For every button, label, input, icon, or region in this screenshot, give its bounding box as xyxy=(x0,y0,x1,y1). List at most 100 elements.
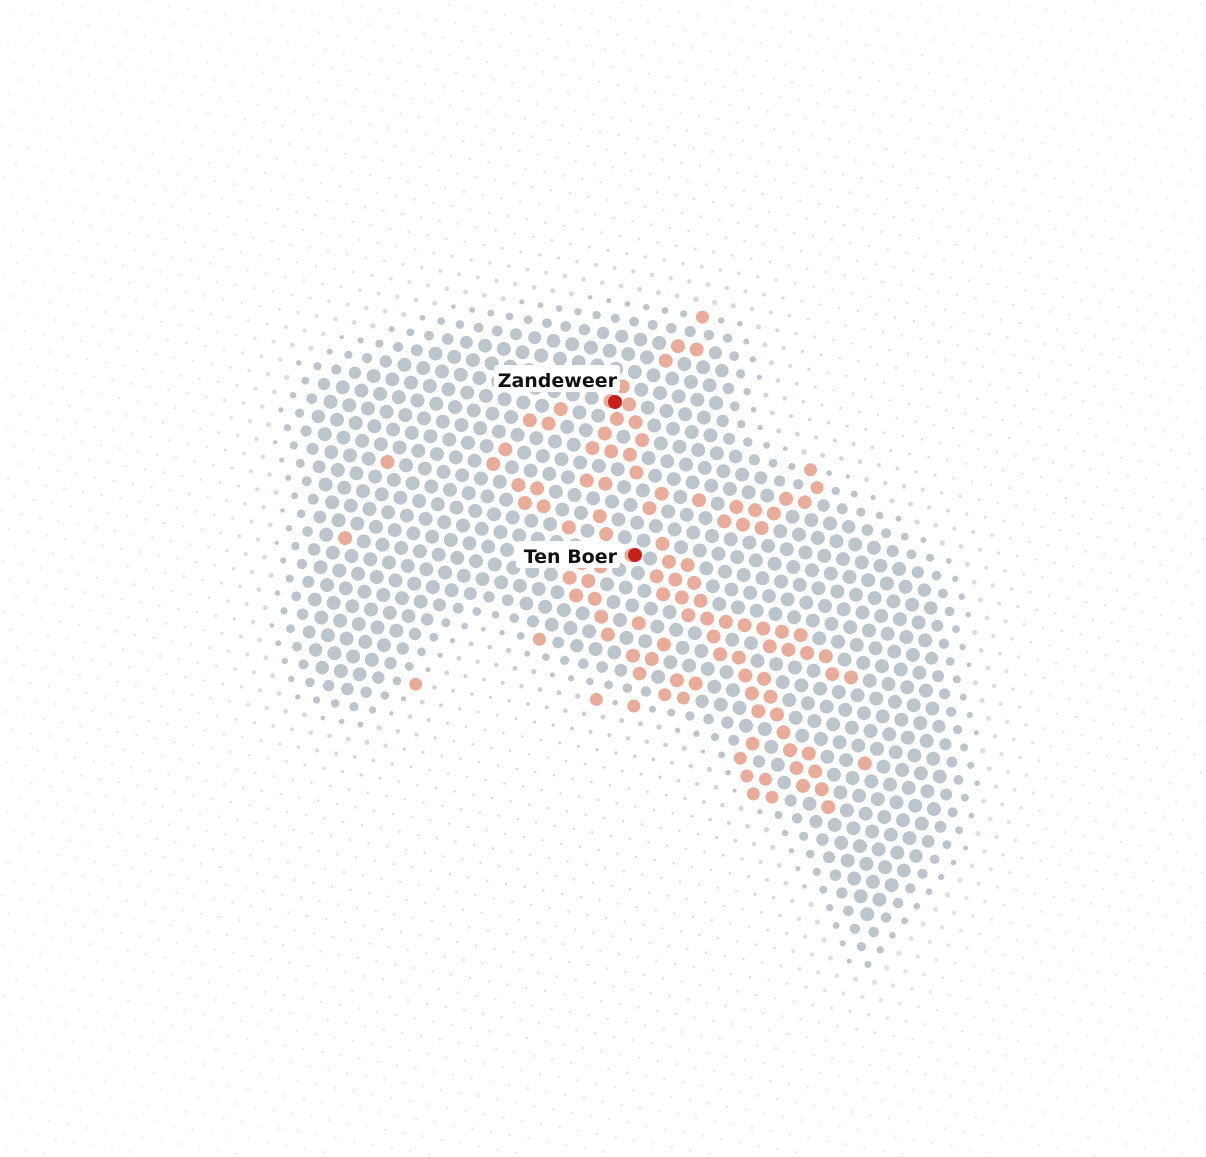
background-dot xyxy=(990,483,993,486)
region-dot xyxy=(959,693,967,701)
background-dot xyxy=(171,256,174,259)
background-dot xyxy=(770,844,776,850)
background-dot xyxy=(811,185,814,188)
background-dot xyxy=(742,139,745,142)
background-dot xyxy=(585,95,589,98)
background-dot xyxy=(887,1067,890,1070)
background-dot xyxy=(907,352,910,355)
background-dot xyxy=(561,943,565,946)
background-dot xyxy=(1085,216,1088,219)
region-dot xyxy=(643,551,658,566)
background-dot xyxy=(1176,466,1179,469)
background-dot xyxy=(787,314,792,318)
background-dot xyxy=(374,91,377,94)
background-dot xyxy=(90,659,93,662)
region-dot xyxy=(722,482,737,496)
background-dot xyxy=(152,202,155,205)
background-dot xyxy=(462,958,465,962)
background-dot xyxy=(1097,1020,1101,1024)
place-marker-zandeweer[interactable] xyxy=(608,395,622,409)
background-dot xyxy=(163,137,166,140)
background-dot xyxy=(715,17,718,20)
region-dot xyxy=(917,583,931,597)
background-dot xyxy=(302,279,305,282)
background-dot xyxy=(371,1093,374,1096)
background-dot xyxy=(1161,330,1164,333)
background-dot xyxy=(851,442,856,446)
region-dot xyxy=(653,436,668,451)
region-dot xyxy=(404,425,419,440)
background-dot xyxy=(539,1122,542,1126)
background-dot xyxy=(94,476,97,479)
background-dot xyxy=(1000,368,1003,371)
background-dot xyxy=(786,163,789,166)
background-dot xyxy=(352,270,355,274)
background-dot xyxy=(1128,575,1131,578)
background-dot xyxy=(175,123,178,126)
background-dot xyxy=(625,251,629,256)
region-dot xyxy=(788,710,803,725)
background-dot xyxy=(149,1,152,4)
background-dot xyxy=(964,462,968,465)
background-dot xyxy=(660,108,663,111)
background-dot xyxy=(478,811,481,814)
background-dot xyxy=(1038,425,1041,428)
region-dot xyxy=(419,562,434,577)
region-dot xyxy=(398,408,413,423)
highlight-dot xyxy=(674,590,689,605)
background-dot xyxy=(266,757,269,760)
region-dot xyxy=(417,647,426,657)
background-dot xyxy=(825,270,828,274)
background-dot xyxy=(1144,427,1147,430)
background-dot xyxy=(1150,779,1153,782)
place-marker-ten-boer[interactable] xyxy=(628,548,642,562)
background-dot xyxy=(224,448,227,452)
background-dot xyxy=(754,124,757,127)
background-dot xyxy=(836,206,839,209)
background-dot xyxy=(481,292,487,298)
background-dot xyxy=(187,492,190,495)
background-dot xyxy=(994,401,998,404)
place-zandeweer[interactable]: Zandeweer xyxy=(494,365,622,409)
background-dot xyxy=(223,398,227,402)
region-dot xyxy=(574,308,582,316)
background-dot xyxy=(463,1009,466,1012)
background-dot xyxy=(309,1115,312,1118)
background-dot xyxy=(109,1047,112,1050)
background-dot xyxy=(506,983,509,986)
background-dot xyxy=(609,784,612,787)
background-dot xyxy=(415,1117,418,1120)
background-dot xyxy=(197,327,200,330)
background-dot xyxy=(938,341,941,344)
background-dot xyxy=(912,1088,915,1091)
background-dot xyxy=(951,376,954,379)
region-dot xyxy=(369,570,384,585)
place-ten-boer[interactable]: Ten Boer xyxy=(516,541,642,568)
background-dot xyxy=(279,793,282,796)
background-dot xyxy=(547,806,550,810)
background-dot xyxy=(292,9,295,13)
background-dot xyxy=(1108,905,1111,908)
background-dot xyxy=(205,11,208,14)
background-dot xyxy=(308,730,314,735)
region-dot xyxy=(491,611,500,619)
background-dot xyxy=(1181,818,1184,821)
background-dot xyxy=(515,767,518,770)
highlight-dot xyxy=(779,491,793,506)
background-dot xyxy=(368,892,371,895)
background-dot xyxy=(870,445,875,450)
background-dot xyxy=(143,33,146,37)
background-dot xyxy=(583,763,587,766)
background-dot xyxy=(978,164,982,167)
background-dot xyxy=(1091,1003,1094,1006)
background-dot xyxy=(81,824,84,828)
background-dot xyxy=(247,418,253,424)
background-dot xyxy=(872,112,875,115)
region-dot xyxy=(285,474,292,481)
highlight-dot xyxy=(656,637,671,652)
background-dot xyxy=(1169,398,1172,401)
background-dot xyxy=(519,250,523,254)
background-dot xyxy=(1024,723,1028,727)
background-dot xyxy=(912,269,915,272)
